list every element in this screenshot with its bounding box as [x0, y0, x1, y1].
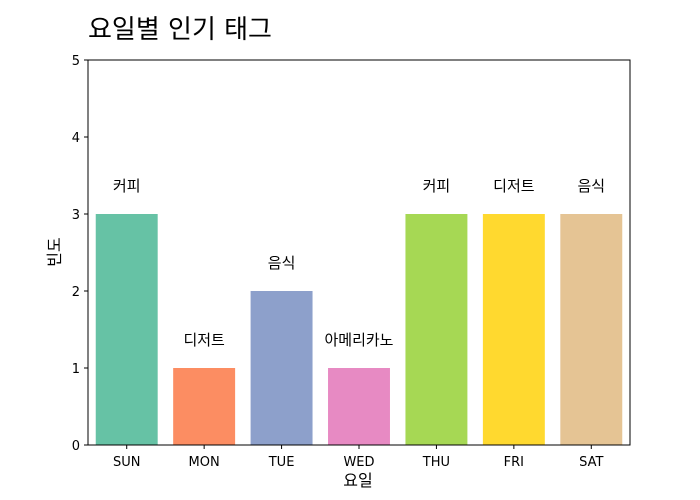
y-axis-label: 빈도 — [45, 237, 64, 266]
y-tick-label-5: 5 — [72, 54, 80, 69]
bar-thu — [405, 214, 468, 445]
y-tick-label-0: 0 — [72, 439, 80, 454]
bar-label-tue: 음식 — [268, 254, 296, 272]
bar-label-thu: 커피 — [423, 177, 451, 195]
y-tick-label-4: 4 — [72, 131, 80, 146]
x-tick-label-sun: SUN — [113, 455, 141, 470]
bar-tue — [250, 291, 313, 445]
bar-sat — [560, 214, 623, 445]
bar-label-sat: 음식 — [577, 177, 605, 195]
bar-label-wed: 아메리카노 — [324, 331, 393, 349]
plot-frame — [87, 59, 631, 446]
x-tick-label-tue: TUE — [268, 455, 295, 470]
bar-fri — [482, 214, 545, 445]
y-tick-label-1: 1 — [72, 362, 80, 377]
x-tick-label-thu: THU — [422, 455, 450, 470]
chart-title: 요일별 인기 태그 — [88, 15, 272, 45]
x-tick-label-mon: MON — [189, 455, 220, 470]
x-axis-label: 요일 — [343, 471, 372, 490]
x-tick-label-sat: SAT — [579, 455, 603, 470]
bar-label-fri: 디저트 — [493, 177, 535, 195]
bar-label-sun: 커피 — [113, 177, 141, 195]
x-tick-label-wed: WED — [343, 455, 374, 470]
bar-sun — [95, 214, 158, 445]
bar-mon — [173, 368, 236, 445]
bar-wed — [328, 368, 390, 445]
x-tick-label-fri: FRI — [504, 455, 524, 470]
plot-area: 커피 SUN 디저트 MON 음식 TUE 아메리카노 WED 커피 THU 디저트 FRI 음식 SAT… — [72, 54, 631, 470]
bar-label-mon: 디저트 — [183, 331, 225, 349]
y-tick-label-3: 3 — [72, 208, 80, 223]
y-tick-label-2: 2 — [72, 285, 80, 300]
